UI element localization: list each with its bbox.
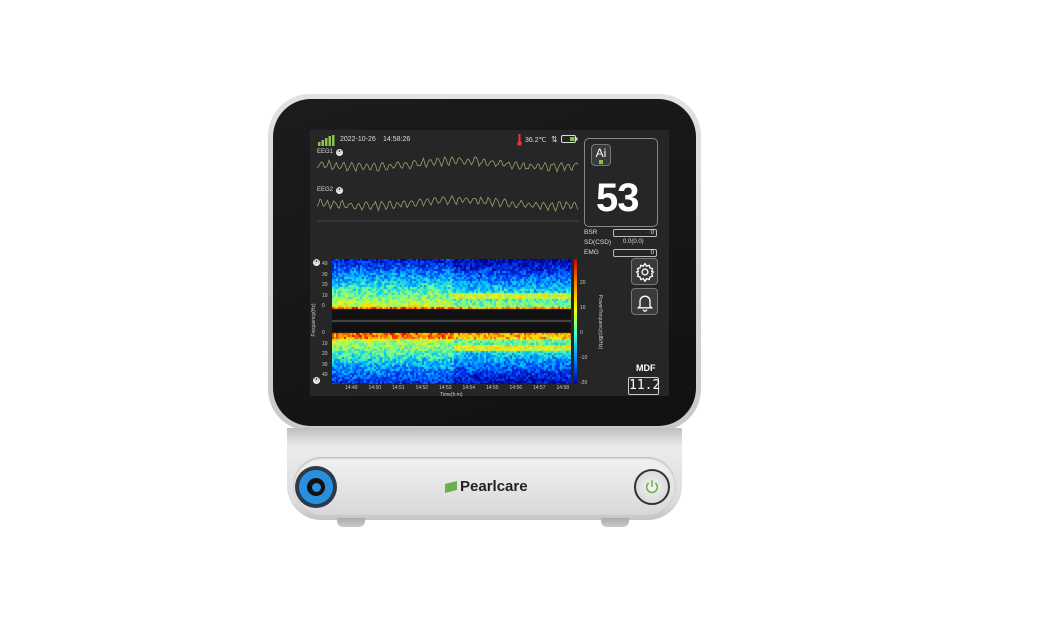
thermometer-icon (517, 134, 522, 146)
colorbar-label-wrap: Power/frequency(dB/Hz) (596, 290, 604, 354)
date: 2022-10-26 (340, 136, 376, 143)
y-tick: 20 (322, 282, 328, 288)
colorbar-tick: -10 (580, 355, 588, 361)
y-tick: 0 (322, 330, 325, 336)
x-axis-label: Time(h:m) (440, 392, 463, 398)
y-axis-label: Frequency(Hz) (311, 303, 317, 337)
x-tick: 14:58 (556, 385, 570, 391)
brand-name: Pearlcare (460, 478, 528, 495)
x-tick: 14:57 (533, 385, 546, 391)
ai-label: Ai (595, 146, 607, 160)
eeg1-label: EEG1 (317, 149, 334, 155)
transfer-arrows-icon: ⇅ (551, 135, 558, 144)
eeg1-info-icon[interactable]: ⦿ (336, 149, 343, 156)
time: 14:58:26 (383, 136, 411, 143)
x-tick: 14:51 (392, 385, 405, 391)
temperature: 36.2℃ (525, 137, 547, 144)
colorbar (574, 259, 577, 384)
index-panel: Ai 53 (584, 138, 658, 227)
bsr-value: 0 (613, 229, 657, 237)
y-axis-label-wrap: Frequency(Hz) (310, 290, 318, 350)
x-tick: 14:55 (486, 385, 499, 391)
brand-logo: Pearlcare (445, 478, 528, 495)
y-tick: 30 (322, 361, 328, 368)
colorbar-tick: 20 (580, 280, 586, 286)
alarm-button[interactable] (631, 288, 658, 315)
foot-right (601, 518, 629, 527)
spectrogram-top-channel-icon[interactable]: ⦿ (313, 259, 320, 266)
sd-csd-value: 0.0(0.0) (623, 239, 644, 245)
signal-bars-icon (318, 135, 335, 146)
spectrogram-bottom-channel-icon[interactable]: ⦿ (313, 377, 320, 384)
mdf-value: 11.2 (628, 377, 661, 395)
y-tick: 40 (322, 372, 328, 378)
settings-button[interactable] (631, 258, 658, 285)
x-tick: 14:50 (368, 385, 382, 391)
emg-value: 0 (613, 249, 657, 257)
y-tick: 10 (322, 292, 328, 299)
x-tick: 14:53 (439, 385, 452, 391)
eeg-waveforms (317, 155, 579, 222)
y-tick: 40 (322, 261, 328, 267)
y-tick: 0 (322, 303, 325, 309)
colorbar-label: Power/frequency(dB/Hz) (597, 294, 603, 350)
emg-label: EMG (584, 249, 599, 256)
battery-icon (561, 135, 578, 143)
y-tick: 10 (322, 340, 328, 347)
screen: 2022-10-26 14:58:26 36.2℃ ⇅ EEG1 ⦿ EEG2 … (310, 130, 669, 398)
sensor-connector[interactable] (295, 466, 337, 508)
ai-badge: Ai (591, 144, 611, 166)
power-button[interactable] (634, 469, 670, 505)
eeg2-waveform (317, 194, 579, 212)
gear-icon (635, 261, 654, 282)
colorbar-tick: -20 (580, 380, 588, 386)
base-panel (293, 457, 676, 515)
mdf-label: MDF (636, 363, 656, 373)
eeg1-waveform (317, 155, 579, 173)
colorbar-tick: 0 (580, 330, 583, 336)
dsa-spectrogram (332, 259, 571, 384)
eeg2-info-icon[interactable]: ⦿ (336, 187, 343, 194)
sd-csd-label: SD(CSD) (584, 239, 612, 246)
foot-left (337, 518, 365, 527)
eeg2-label: EEG2 (317, 187, 334, 193)
logo-mark-icon (445, 480, 457, 493)
y-tick: 30 (322, 271, 328, 278)
bell-icon (636, 295, 653, 312)
y-tick: 20 (322, 351, 328, 357)
x-tick: 14:54 (462, 385, 476, 391)
index-value: 53 (596, 176, 639, 220)
x-tick: 14:56 (509, 385, 523, 391)
x-tick: 14:49 (345, 385, 358, 391)
power-icon (646, 480, 658, 494)
x-tick: 14:52 (415, 385, 429, 391)
ai-indicator (599, 160, 603, 164)
colorbar-tick: 10 (580, 305, 586, 311)
bsr-label: BSR (584, 229, 598, 236)
